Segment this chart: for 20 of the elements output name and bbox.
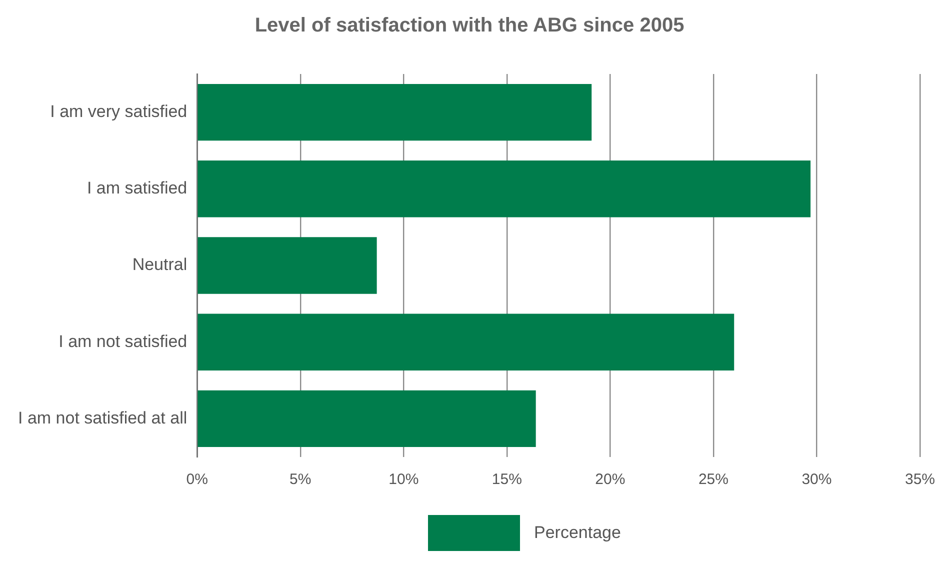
y-tick-label: I am very satisfied bbox=[50, 102, 188, 121]
x-tick-label: 30% bbox=[802, 471, 832, 488]
bar bbox=[198, 237, 377, 294]
bar bbox=[198, 390, 536, 448]
x-tick-label: 5% bbox=[290, 471, 312, 488]
x-tick-label: 15% bbox=[492, 471, 522, 488]
bar bbox=[198, 314, 734, 370]
x-tick-label: 20% bbox=[595, 471, 626, 488]
x-tick-label: 25% bbox=[698, 471, 728, 488]
chart-title: Level of satisfaction with the ABG since 2005 bbox=[254, 14, 684, 37]
x-tick-label: 10% bbox=[388, 471, 419, 488]
x-tick-label: 35% bbox=[904, 471, 936, 488]
y-tick-label: I am not satisfied bbox=[58, 332, 188, 351]
y-tick-label: I am not satisfied at all bbox=[18, 408, 188, 428]
bar bbox=[198, 84, 592, 141]
text: Percentage bbox=[534, 523, 621, 543]
bar bbox=[198, 160, 811, 218]
y-tick-label: I am satisfied bbox=[86, 178, 188, 198]
y-tick-label: Neutral bbox=[132, 255, 188, 274]
x-tick-label: 0% bbox=[186, 471, 208, 488]
